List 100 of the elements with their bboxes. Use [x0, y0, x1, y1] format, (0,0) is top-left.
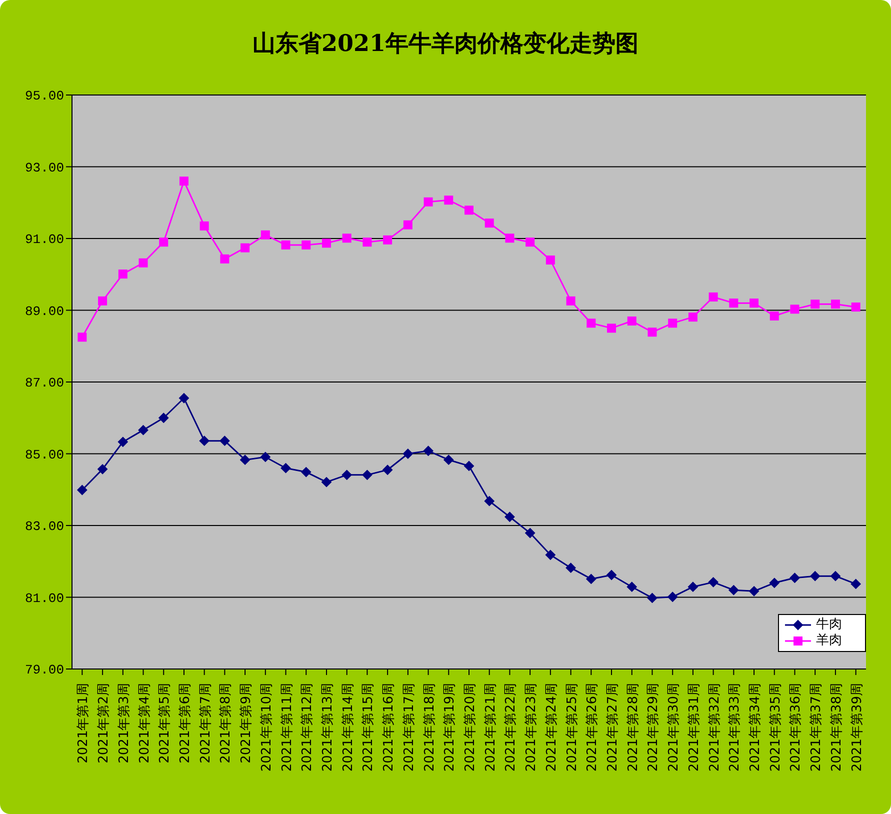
x-tick-label: 2021年第5周 — [158, 683, 173, 764]
y-tick-label: 81.00 — [24, 590, 64, 606]
x-tick-label: 2021年第17周 — [402, 683, 417, 772]
y-tick-label: 85.00 — [24, 447, 64, 462]
legend-label: 牛肉 — [816, 617, 842, 633]
point — [769, 578, 780, 588]
point — [200, 221, 209, 230]
x-tick-label: 2021年第2周 — [96, 683, 112, 764]
x-tick-label: 2021年第29周 — [646, 683, 662, 772]
point — [708, 577, 718, 588]
x-tick-label: 2021年第26周 — [585, 683, 600, 772]
x-tick-label: 2021年第37周 — [809, 683, 824, 772]
point — [607, 324, 616, 333]
x-tick-label: 2021年第20周 — [463, 683, 478, 772]
x-tick-label: 2021年第12周 — [300, 683, 316, 772]
point — [240, 454, 250, 465]
point — [688, 312, 698, 322]
point — [790, 304, 800, 314]
x-tick-label: 2021年第23周 — [524, 683, 540, 772]
point — [729, 298, 738, 308]
point — [484, 496, 494, 506]
point — [750, 298, 759, 308]
point — [342, 470, 352, 480]
point — [648, 328, 657, 337]
point — [220, 254, 230, 264]
point — [850, 578, 861, 589]
x-tick-label: 2021年第25周 — [564, 683, 580, 772]
x-tick-label: 2021年第33周 — [728, 683, 743, 772]
point — [810, 300, 820, 309]
point — [526, 238, 535, 247]
point — [566, 296, 576, 306]
point — [464, 460, 474, 471]
point — [362, 238, 372, 247]
point — [627, 316, 636, 326]
x-tick-label: 2021年第21周 — [483, 683, 498, 772]
point — [179, 176, 188, 186]
x-tick-label: 2021年第6周 — [178, 683, 193, 764]
point — [444, 196, 454, 205]
point — [280, 463, 291, 474]
x-tick-label: 2021年第39周 — [850, 683, 865, 772]
x-tick-label: 2021年第11周 — [280, 683, 295, 772]
point — [606, 570, 617, 580]
point — [382, 464, 393, 475]
point — [138, 258, 148, 268]
x-tick-label: 2021年第4周 — [137, 683, 152, 764]
legend-label: 羊肉 — [816, 633, 842, 649]
point — [708, 292, 718, 302]
point — [668, 592, 678, 602]
point — [728, 585, 739, 596]
x-tick-label: 2021年第22周 — [504, 683, 519, 772]
x-tick-label: 2021年第24周 — [544, 683, 560, 772]
point — [688, 582, 698, 592]
point — [321, 477, 332, 488]
point — [98, 296, 108, 306]
point — [668, 318, 678, 328]
point — [749, 586, 760, 596]
point — [647, 592, 658, 603]
point — [830, 300, 840, 309]
point — [301, 467, 312, 478]
x-tick-label: 2021年第9周 — [239, 683, 254, 764]
point — [118, 270, 128, 279]
x-tick-label: 2021年第32周 — [707, 683, 722, 772]
x-tick-label: 2021年第3周 — [116, 683, 132, 764]
x-tick-label: 2021年第8周 — [218, 683, 234, 764]
point — [830, 571, 840, 582]
point — [403, 220, 412, 230]
point — [444, 454, 454, 465]
point — [302, 240, 311, 250]
point — [546, 256, 555, 265]
point — [626, 582, 637, 592]
chart-title: 山东省2021年牛羊肉价格变化走势图 — [251, 29, 640, 59]
point — [158, 412, 169, 423]
point — [260, 230, 270, 240]
x-tick-label: 2021年第34周 — [748, 683, 764, 772]
x-tick-label: 2021年第19周 — [442, 683, 458, 772]
point — [810, 571, 820, 582]
y-tick-label: 93.00 — [24, 160, 64, 176]
point — [178, 393, 189, 404]
x-tick-label: 2021年第14周 — [340, 683, 356, 772]
y-tick-label: 83.00 — [24, 519, 64, 534]
y-tick-label: 95.00 — [24, 88, 64, 104]
point — [525, 528, 536, 538]
x-tick-label: 2021年第15周 — [361, 683, 376, 772]
x-tick-label: 2021年第35周 — [768, 683, 784, 772]
x-tick-label: 2021年第36周 — [788, 683, 804, 772]
point — [464, 206, 474, 215]
x-tick-label: 2021年第10周 — [259, 683, 274, 772]
point — [362, 470, 372, 480]
point — [78, 332, 87, 342]
point — [770, 311, 779, 320]
point — [118, 436, 128, 447]
point — [545, 550, 556, 560]
x-tick-label: 2021年第27周 — [606, 683, 621, 772]
x-tick-label: 2021年第31周 — [686, 683, 702, 772]
point — [586, 574, 596, 584]
point — [423, 446, 434, 456]
x-tick-label: 2021年第28周 — [626, 683, 641, 772]
y-tick-label: 79.00 — [24, 662, 64, 678]
point — [383, 235, 392, 244]
point — [586, 318, 596, 328]
